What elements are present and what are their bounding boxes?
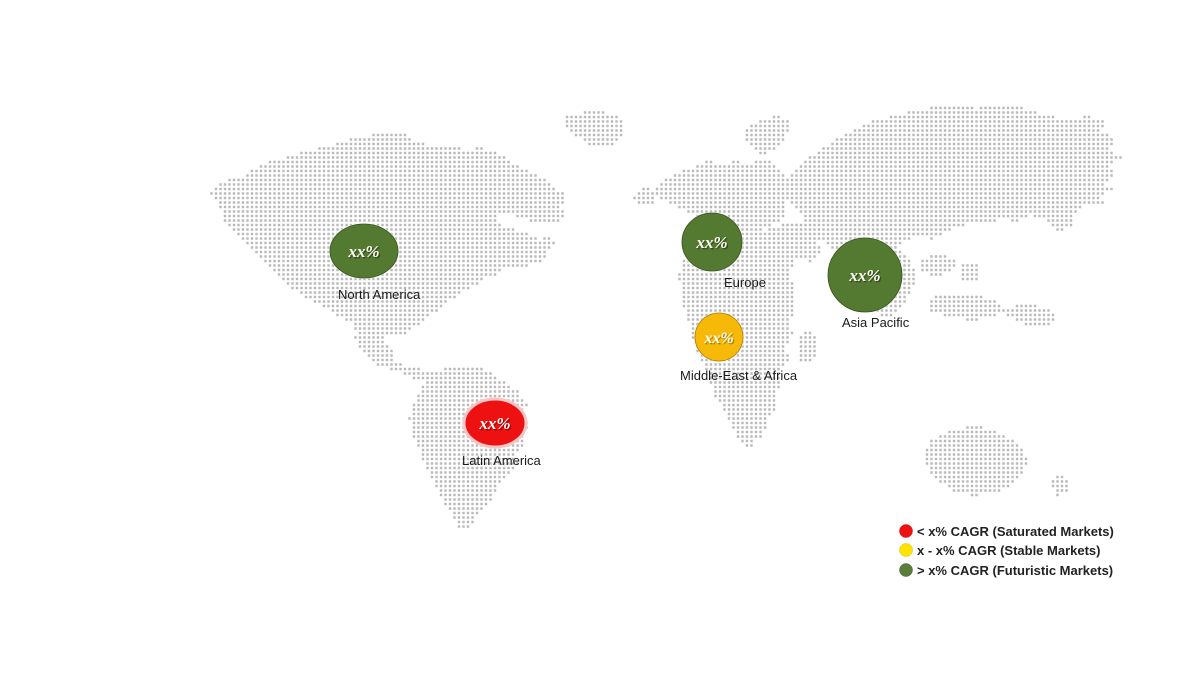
svg-text:xx%: xx% bbox=[695, 233, 727, 252]
svg-text:xx%: xx% bbox=[848, 266, 880, 285]
svg-text:xx%: xx% bbox=[347, 242, 379, 261]
svg-text:xx%: xx% bbox=[478, 414, 510, 433]
svg-text:xx%: xx% bbox=[703, 330, 733, 347]
